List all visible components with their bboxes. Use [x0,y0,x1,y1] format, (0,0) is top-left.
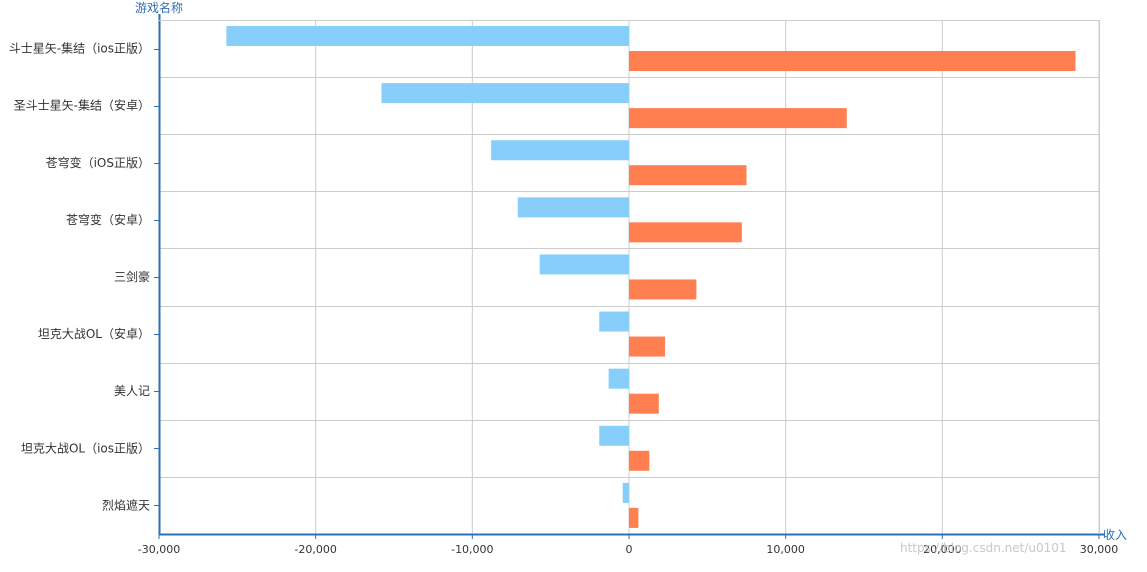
bar-negative [599,311,629,332]
bar-positive [629,507,639,528]
bar-positive [629,222,742,243]
bar-positive [629,108,847,129]
x-tick-label: 10,000 [766,543,805,556]
bar-negative [599,425,629,446]
watermark-text: https://blog.csdn.net/u0101 [900,541,1067,555]
bar-positive [629,51,1076,71]
x-tick-label: 30,000 [1080,543,1119,556]
x-tick-label: -10,000 [451,543,493,556]
bar-negative [539,254,629,275]
category-label: 苍穹变（安卓） [66,212,150,227]
category-label: 苍穹变（iOS正版） [46,155,150,170]
x-axis-name: 收入 [1103,528,1127,542]
bar-negative [381,83,629,104]
bar-positive [629,336,666,357]
bar-positive [629,393,659,414]
category-label: 坦克大战OL（安卓） [38,326,150,341]
bar-positive [629,165,747,186]
category-label: 斗士星矢-集结（ios正版） [9,41,150,56]
bar-positive [629,279,697,300]
bar-negative [517,197,629,218]
category-label: 三剑豪 [114,269,150,284]
category-label: 美人记 [114,384,150,398]
x-tick-label: -20,000 [294,543,336,556]
bar-positive [629,450,650,471]
bar-negative [491,140,629,161]
x-tick-label: -30,000 [138,543,180,556]
category-label: 圣斗士星矢-集结（安卓） [14,98,150,113]
bar-negative [622,482,629,503]
y-axis-name: 游戏名称 [135,0,183,15]
bar-negative [608,368,629,389]
bar-negative [226,26,629,46]
x-tick-label: 20,000 [923,543,962,556]
category-label: 坦克大战OL（ios正版） [21,441,150,455]
category-label: 烈焰遮天 [102,497,150,512]
x-tick-label: 0 [626,543,633,556]
